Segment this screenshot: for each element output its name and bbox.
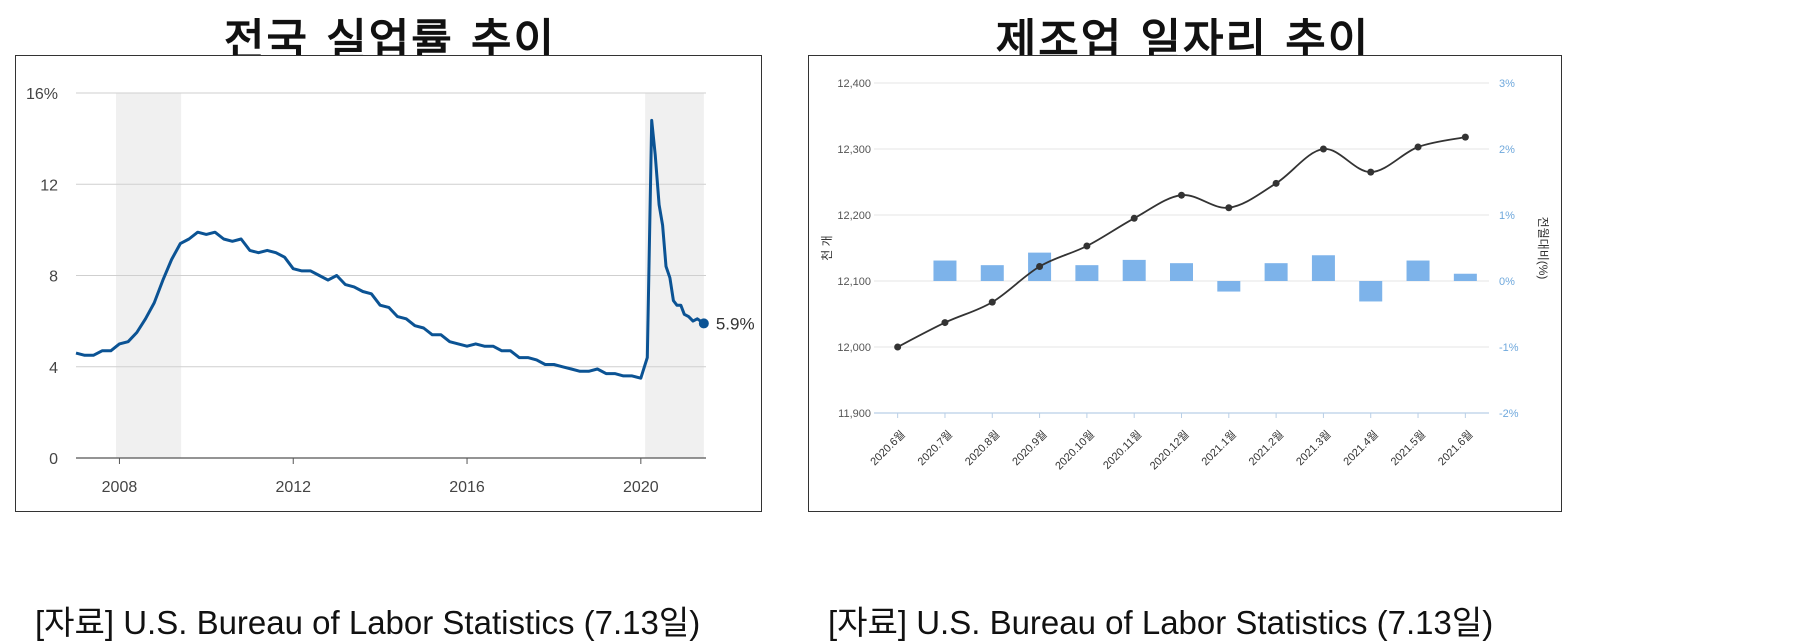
unemployment-rate-line <box>75 118 705 380</box>
jobs-point <box>1036 262 1044 270</box>
x-tick-label: 2020.7월 <box>915 428 955 468</box>
y-axis-title: 천 개 <box>819 235 834 260</box>
right-source-note: [자료] U.S. Bureau of Labor Statistics (7.… <box>828 604 1494 641</box>
mom-change-bar <box>1264 263 1288 281</box>
y-tick-label: 12,000 <box>837 342 871 354</box>
jobs-point <box>894 343 902 351</box>
y2-tick-label: -2% <box>1499 408 1519 420</box>
jobs-point <box>1319 145 1327 153</box>
mom-change-bar <box>1075 265 1099 281</box>
x-tick-label: 2008 <box>102 479 138 496</box>
y-tick-label: 12,400 <box>837 78 871 90</box>
jobs-point <box>1367 168 1375 176</box>
y-tick-label: 4 <box>49 360 58 377</box>
left-chart-panel: 0 4 8 12 16% 2008 2012 2016 2020 5.9% <box>15 55 762 512</box>
mom-change-bar <box>1406 260 1430 281</box>
x-tick-label: 2021.2월 <box>1246 428 1286 468</box>
jobs-point <box>1083 242 1091 250</box>
y-tick-label: 12,100 <box>837 276 871 288</box>
y-tick-label: 12,300 <box>837 144 871 156</box>
x-tick-label: 2020.12월 <box>1147 428 1191 472</box>
y-tick-label: 12,200 <box>837 210 871 222</box>
x-tick-label: 2020.10월 <box>1053 428 1097 472</box>
y2-tick-label: 0% <box>1499 276 1515 288</box>
mom-change-bar <box>980 265 1004 281</box>
y-tick-label: 8 <box>49 269 58 286</box>
latest-value-label: 5.9% <box>716 314 755 333</box>
y-tick-label: 0 <box>49 451 58 468</box>
y-tick-label: 16% <box>26 86 58 103</box>
jobs-line <box>897 136 1466 348</box>
y2-tick-label: 1% <box>1499 210 1515 222</box>
x-tick-label: 2020.11월 <box>1100 428 1144 472</box>
mom-change-bar <box>1359 281 1383 302</box>
x-tick-label: 2021.5월 <box>1388 428 1428 468</box>
jobs-point <box>1461 133 1469 141</box>
x-tick-label: 2021.6월 <box>1435 428 1475 468</box>
mom-change-bar <box>1453 273 1477 281</box>
right-chart-panel: 11,900 12,000 12,100 12,200 12,300 12,400 -2% -… <box>808 55 1562 512</box>
mom-change-bar <box>1217 281 1241 292</box>
y2-axis-title: 전월대비(%) <box>1536 217 1550 280</box>
jobs-point <box>1414 143 1422 151</box>
mom-change-bar <box>1311 255 1335 281</box>
y2-tick-label: -1% <box>1499 342 1519 354</box>
latest-point <box>698 318 709 329</box>
x-tick-label: 2020.6월 <box>868 428 908 468</box>
x-tick-label: 2020.8월 <box>962 428 1002 468</box>
jobs-point <box>1272 179 1280 187</box>
x-tick-label: 2012 <box>275 479 311 496</box>
jobs-point <box>941 319 949 327</box>
y2-tick-label: 2% <box>1499 144 1515 156</box>
jobs-point <box>1130 214 1138 222</box>
x-tick-label: 2020 <box>623 479 659 496</box>
y-tick-label: 11,900 <box>838 408 871 420</box>
y-tick-label: 12 <box>40 177 58 194</box>
jobs-point <box>1225 204 1233 212</box>
mom-change-bar <box>1122 259 1146 281</box>
x-tick-label: 2020.9월 <box>1010 428 1050 468</box>
x-tick-label: 2021.3월 <box>1293 428 1333 468</box>
mom-change-bar <box>1170 263 1193 281</box>
manufacturing-jobs-chart: 11,900 12,000 12,100 12,200 12,300 12,400 -2% -… <box>819 78 1550 472</box>
x-tick-label: 2016 <box>449 479 485 496</box>
jobs-point <box>988 298 996 306</box>
left-source-note: [자료] U.S. Bureau of Labor Statistics (7.… <box>35 604 701 641</box>
x-tick-label: 2021.1월 <box>1199 428 1239 468</box>
mom-change-bar <box>933 260 957 281</box>
x-tick-label: 2021.4월 <box>1341 428 1381 468</box>
unemployment-chart: 0 4 8 12 16% 2008 2012 2016 2020 5.9% <box>26 86 755 496</box>
y2-tick-label: 3% <box>1499 78 1515 90</box>
jobs-point <box>1178 191 1185 199</box>
